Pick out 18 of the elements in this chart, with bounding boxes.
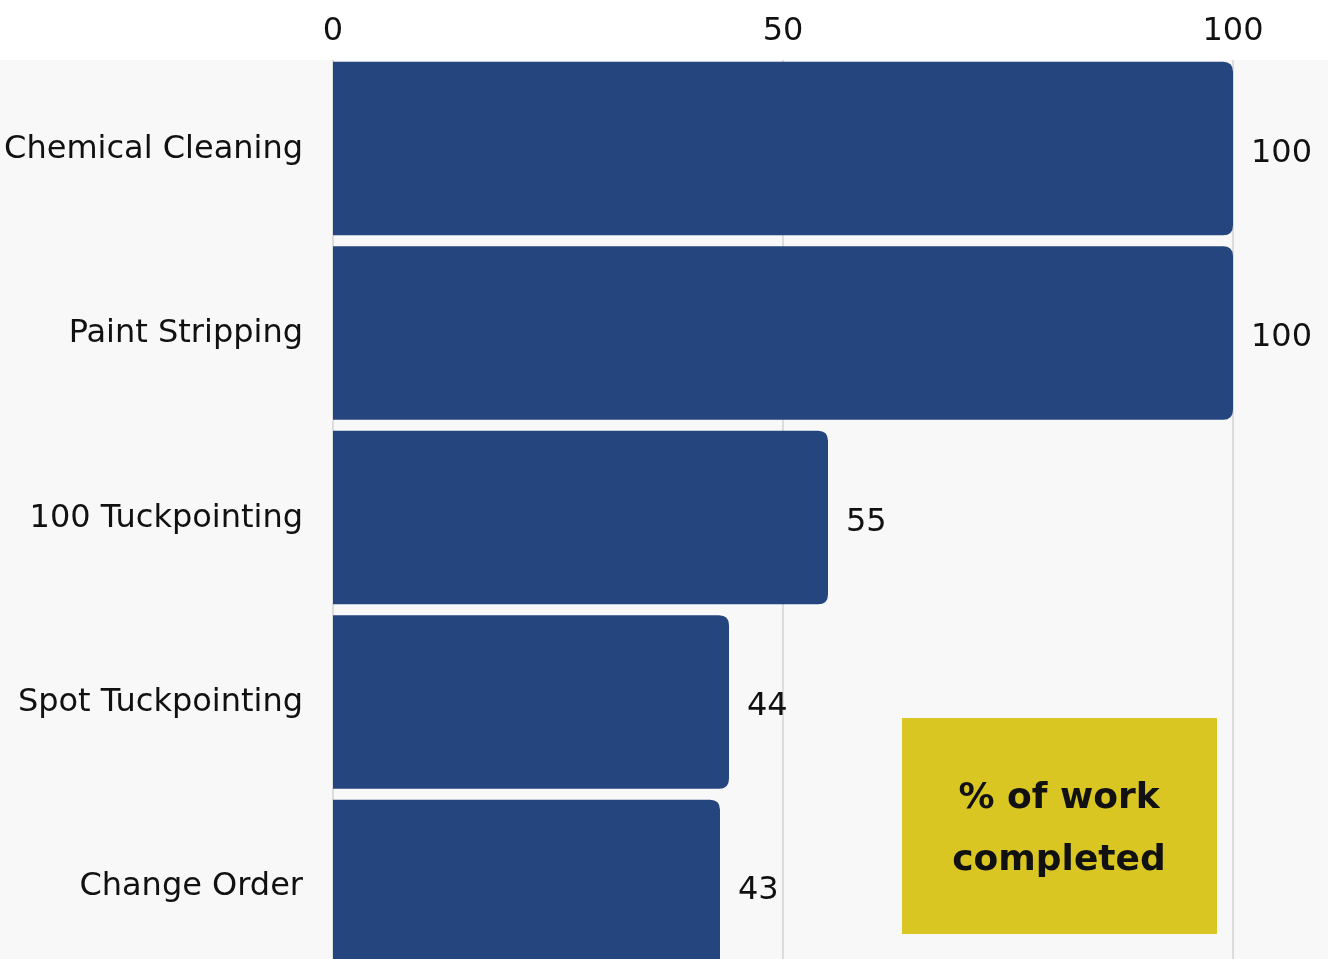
x-tick-label: 100 <box>1202 10 1264 48</box>
bar <box>333 615 729 789</box>
bar <box>333 246 1233 420</box>
y-tick-label: Change Order <box>79 865 304 904</box>
annotation: % of work completed <box>952 775 1166 878</box>
data-label: 100 <box>1251 316 1313 355</box>
y-tick-label: 100 Tuckpointing <box>29 496 303 535</box>
x-tick-label: 50 <box>762 10 804 48</box>
data-label: 55 <box>846 500 887 539</box>
data-label: 100 <box>1251 131 1313 170</box>
y-tick-label: Chemical Cleaning <box>4 127 303 166</box>
x-tick-label: 0 <box>322 10 344 48</box>
data-label: 44 <box>747 684 788 723</box>
bar <box>333 430 828 605</box>
y-tick-label: Spot Tuckpointing <box>17 680 303 719</box>
y-tick-label: Paint Stripping <box>68 312 303 351</box>
data-label: 43 <box>738 869 779 908</box>
bar <box>333 61 1233 236</box>
